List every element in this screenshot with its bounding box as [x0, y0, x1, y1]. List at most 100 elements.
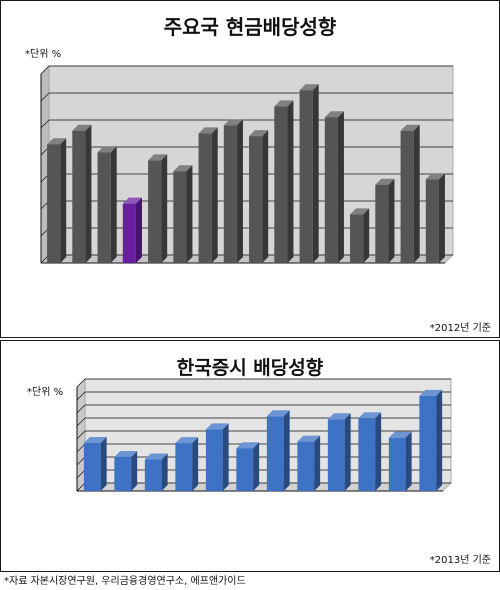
bar-top	[205, 423, 229, 430]
bar-side	[438, 173, 445, 263]
bar-top	[299, 84, 319, 91]
bar-top	[114, 450, 138, 457]
bar-top	[198, 127, 218, 134]
dividend-by-country-chart: 주요국 현금배당성향 *단위 % *2012년 기준	[0, 0, 500, 338]
bar-top	[144, 453, 168, 460]
bar-top	[358, 412, 382, 419]
bar-side	[110, 146, 117, 263]
bar-side	[186, 165, 193, 263]
bar	[274, 106, 288, 264]
bar	[236, 448, 254, 491]
bar-side	[363, 208, 370, 263]
bar-side	[337, 111, 344, 263]
basis-note: *2013년 기준	[429, 555, 491, 566]
bar	[83, 443, 101, 491]
bar-top	[97, 146, 117, 153]
bar-side	[222, 423, 229, 491]
bar	[388, 437, 406, 491]
bar-side	[236, 119, 243, 263]
bar-side	[60, 138, 67, 263]
gridline	[76, 417, 451, 427]
source-note: *자료 자본시장연구원, 우리금융경영연구소, 에프앤가이드	[4, 576, 246, 587]
bar-top	[274, 100, 294, 107]
chart-title: 주요국 현금배당성향	[163, 15, 337, 39]
bar	[223, 125, 237, 263]
bar	[375, 184, 389, 263]
bar-top	[249, 130, 269, 137]
bar-side	[161, 453, 168, 491]
bar-top	[223, 119, 243, 126]
bar-top	[324, 111, 344, 118]
bar	[173, 171, 187, 263]
bar	[47, 144, 61, 263]
bar	[299, 90, 313, 263]
bar-side	[131, 450, 138, 491]
bar	[97, 152, 111, 263]
bar-top	[266, 410, 290, 417]
gridline	[76, 404, 451, 414]
chart-svg	[76, 378, 452, 492]
bar-side	[100, 437, 107, 491]
bar-top	[47, 138, 67, 145]
bar-side	[253, 442, 260, 491]
unit-label: *단위 %	[27, 387, 64, 398]
bar	[175, 443, 193, 491]
bar-top	[388, 431, 412, 438]
bar-top	[327, 413, 351, 420]
korea-sector-dividend-chart: 한국증시 배당성향 *단위 % *2013년 기준	[0, 340, 500, 572]
bar-side	[135, 197, 142, 263]
bar	[266, 416, 284, 491]
bar	[327, 419, 345, 491]
gridline	[40, 65, 453, 75]
bar	[148, 160, 162, 263]
bar-side	[344, 413, 351, 491]
bar	[350, 214, 364, 263]
bar-side	[314, 435, 321, 491]
bar-side	[287, 100, 294, 264]
bar-top	[400, 124, 420, 131]
bar-side	[436, 389, 443, 491]
bar-side	[283, 410, 290, 491]
bar	[419, 395, 437, 491]
bar-top	[419, 389, 443, 396]
bar-side	[192, 437, 199, 491]
bar	[122, 203, 136, 263]
bar	[144, 459, 162, 491]
bar-side	[312, 84, 319, 263]
bar-side	[161, 154, 168, 263]
bar	[114, 456, 132, 491]
bar-side	[405, 431, 412, 491]
bar-top	[236, 442, 260, 449]
bar-top	[425, 173, 445, 180]
bar-side	[375, 412, 382, 491]
bar	[358, 418, 376, 491]
bar	[425, 179, 439, 263]
bar-side	[85, 124, 92, 263]
chart-svg	[40, 65, 454, 264]
bar-top	[72, 124, 92, 131]
bar-top	[175, 437, 199, 444]
bar	[324, 117, 338, 263]
chart-title: 한국증시 배당성향	[176, 357, 324, 379]
bar-top	[148, 154, 168, 161]
bar-top	[83, 437, 107, 444]
bar-side	[211, 127, 218, 264]
bar-top	[122, 197, 142, 204]
bar-top	[375, 178, 395, 185]
bar-side	[388, 178, 395, 263]
bar-side	[413, 124, 420, 263]
unit-label: *단위 %	[25, 49, 62, 60]
bar-top	[297, 435, 321, 442]
bar	[400, 130, 414, 263]
bar	[249, 136, 263, 263]
bar-top	[173, 165, 193, 172]
gridline	[76, 378, 451, 388]
basis-note: *2012년 기준	[429, 323, 491, 334]
bar	[205, 429, 223, 491]
bar	[72, 130, 86, 263]
gridline	[76, 391, 451, 401]
bar	[198, 133, 212, 263]
bar-side	[262, 130, 269, 263]
bar-top	[350, 208, 370, 215]
bar	[297, 441, 315, 491]
